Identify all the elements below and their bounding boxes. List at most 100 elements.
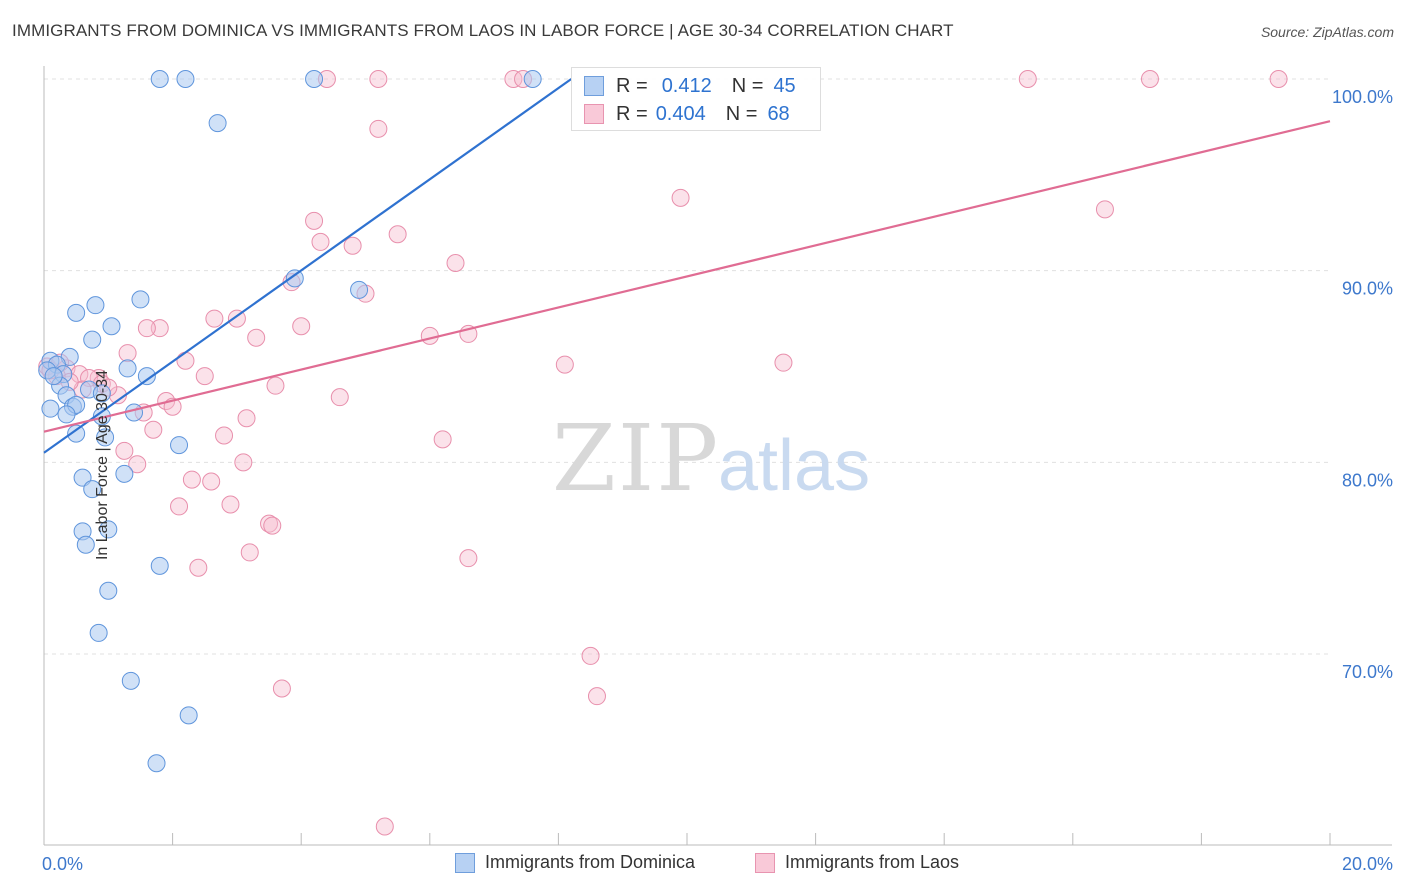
legend-item-dominica: Immigrants from Dominica	[455, 852, 695, 873]
point-laos	[581, 646, 600, 665]
point-dominica	[121, 671, 140, 690]
point-laos	[433, 430, 452, 449]
y-tick-label: 70.0%	[1342, 662, 1393, 682]
point-laos	[237, 409, 256, 428]
point-dominica	[44, 367, 63, 386]
watermark-atlas: atlas	[718, 426, 870, 506]
point-laos	[369, 119, 388, 138]
point-dominica	[150, 70, 169, 88]
point-laos	[115, 441, 134, 460]
point-laos	[247, 328, 266, 347]
tick-labels: 70.0% 80.0% 90.0% 100.0% 0.0% 20.0%	[42, 87, 1393, 874]
point-dominica	[125, 403, 144, 422]
point-dominica	[96, 428, 115, 447]
point-dominica	[83, 480, 102, 499]
point-dominica	[137, 367, 156, 386]
point-dominica	[41, 399, 60, 418]
point-laos	[1018, 70, 1037, 88]
legend-row-laos: R = 0.404 N = 68	[584, 102, 790, 126]
point-laos	[272, 679, 291, 698]
point-dominica	[147, 754, 166, 773]
point-dominica	[83, 330, 102, 349]
axes	[43, 66, 1392, 846]
point-dominica	[67, 303, 86, 322]
point-laos	[459, 549, 478, 568]
chart-title: IMMIGRANTS FROM DOMINICA VS IMMIGRANTS F…	[12, 21, 954, 40]
point-dominica	[176, 70, 195, 88]
point-laos	[202, 472, 221, 491]
point-laos	[292, 317, 311, 336]
trend-lines	[43, 78, 1331, 454]
legend-r-label: R =	[616, 102, 648, 125]
point-dominica	[86, 296, 105, 315]
point-dominica	[523, 70, 542, 88]
legend-label-laos: Immigrants from Laos	[785, 852, 960, 872]
point-laos	[330, 388, 349, 407]
point-dominica	[57, 405, 76, 424]
point-laos	[170, 497, 189, 516]
points-dominica	[38, 70, 542, 773]
point-laos	[234, 453, 253, 472]
point-dominica	[99, 581, 118, 600]
point-dominica	[99, 520, 118, 539]
point-dominica	[73, 468, 92, 487]
point-laos	[260, 514, 279, 533]
point-laos	[240, 543, 259, 562]
legend-swatch-laos	[584, 104, 604, 124]
point-dominica	[350, 280, 369, 299]
legend-n-label: N =	[731, 74, 764, 97]
point-laos	[587, 687, 606, 706]
source-credit: Source: ZipAtlas.com	[1260, 24, 1394, 40]
point-laos	[195, 367, 214, 386]
point-laos	[388, 225, 407, 244]
point-laos	[1095, 200, 1114, 219]
legend-n-label: N =	[725, 102, 758, 125]
point-laos	[221, 495, 240, 514]
legend-item-laos: Immigrants from Laos	[755, 852, 959, 873]
legend-swatch-dominica	[584, 76, 604, 96]
point-dominica	[305, 70, 324, 88]
point-dominica	[89, 623, 108, 642]
point-laos	[774, 353, 793, 372]
legend-r-value: 0.412	[661, 74, 712, 97]
legend-n-value: 68	[767, 102, 790, 125]
legend-n-value: 45	[773, 74, 796, 97]
legend-r-label: R =	[616, 74, 648, 97]
grid-lines	[44, 78, 1330, 655]
trend-line-laos	[43, 120, 1331, 433]
point-dominica	[67, 424, 86, 443]
stats-legend: R = 0.412 N = 45 R = 0.404 N = 68	[571, 67, 821, 131]
point-laos	[1140, 70, 1159, 88]
point-laos	[144, 420, 163, 439]
point-dominica	[118, 359, 137, 378]
point-laos	[343, 236, 362, 255]
legend-label-dominica: Immigrants from Dominica	[485, 852, 696, 872]
point-dominica	[76, 535, 95, 554]
point-laos	[266, 376, 285, 395]
points-laos	[38, 70, 1288, 836]
point-laos	[118, 344, 137, 363]
point-laos	[128, 455, 147, 474]
legend-r-value: 0.404	[655, 102, 706, 125]
y-tick-label: 90.0%	[1342, 279, 1393, 299]
legend-swatch-dominica	[455, 852, 475, 873]
point-laos	[311, 232, 330, 251]
point-dominica	[208, 114, 227, 133]
point-dominica	[179, 706, 198, 725]
point-laos	[263, 516, 282, 535]
point-laos	[369, 70, 388, 88]
point-laos	[176, 351, 195, 370]
x-tick-label: 20.0%	[1342, 854, 1393, 874]
watermark-zip: ZIP	[552, 405, 720, 512]
point-laos	[182, 470, 201, 489]
point-dominica	[92, 384, 111, 403]
point-laos	[150, 319, 169, 338]
series-legend: Immigrants from Dominica Immigrants from…	[0, 852, 1406, 878]
point-laos	[189, 558, 208, 577]
y-tick-label: 100.0%	[1332, 87, 1393, 107]
point-laos	[205, 309, 224, 328]
point-laos	[375, 817, 394, 836]
watermark: ZIP atlas	[552, 405, 870, 512]
legend-row-dominica: R = 0.412 N = 45	[584, 74, 796, 98]
